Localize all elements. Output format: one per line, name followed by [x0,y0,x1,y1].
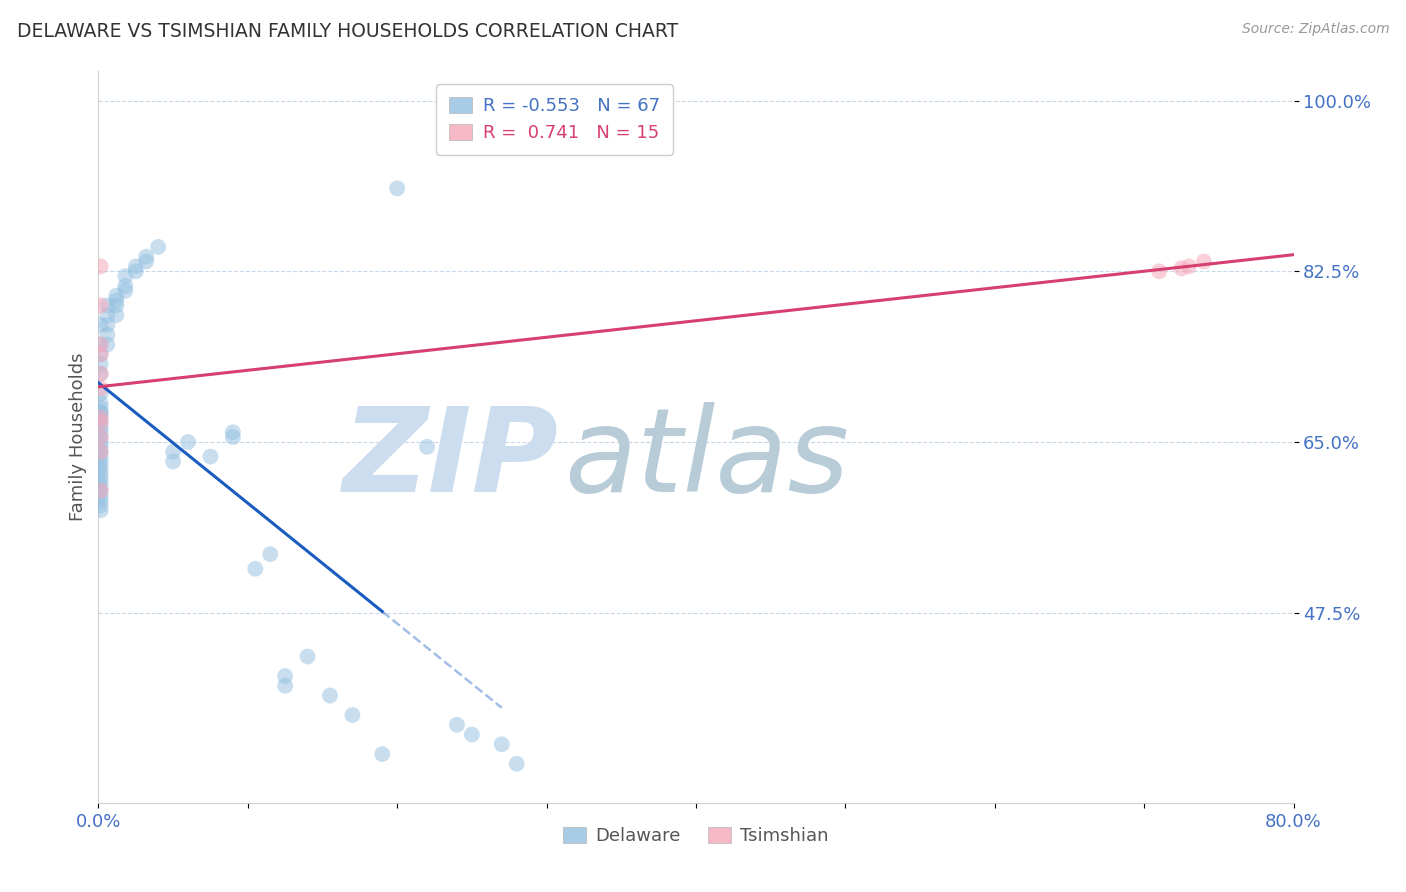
Text: DELAWARE VS TSIMSHIAN FAMILY HOUSEHOLDS CORRELATION CHART: DELAWARE VS TSIMSHIAN FAMILY HOUSEHOLDS … [17,22,678,41]
Point [90,420,112,434]
Point [90,347,112,361]
Legend: Delaware, Tsimshian: Delaware, Tsimshian [555,820,837,852]
Point [245,562,267,576]
Point [1192,254,1215,268]
Point [90,493,112,508]
Point [297,649,319,664]
Point [114,279,136,293]
Point [90,347,112,361]
Point [90,483,112,498]
Point [90,401,112,415]
Point [90,434,112,449]
Point [114,284,136,298]
Point [90,425,112,440]
Point [90,444,112,458]
Y-axis label: Family Households: Family Households [69,353,87,521]
Point [90,489,112,503]
Text: ZIP: ZIP [343,401,558,516]
Point [90,357,112,371]
Point [90,430,112,444]
Point [90,469,112,483]
Point [125,260,148,274]
Point [105,298,128,312]
Point [491,737,513,751]
Point [319,689,342,703]
Point [90,396,112,410]
Point [90,464,112,478]
Point [90,406,112,420]
Point [114,269,136,284]
Point [96,308,118,322]
Text: atlas: atlas [565,402,849,516]
Point [135,250,157,264]
Point [96,318,118,332]
Point [90,483,112,498]
Point [90,444,112,458]
Point [1178,260,1201,274]
Point [125,264,148,278]
Point [105,308,128,322]
Point [105,293,128,308]
Point [461,727,484,741]
Point [90,499,112,513]
Point [274,679,297,693]
Point [90,406,112,420]
Point [90,298,112,312]
Point [90,337,112,351]
Point [90,410,112,425]
Point [96,298,118,312]
Point [90,454,112,468]
Point [90,459,112,474]
Point [222,425,245,440]
Point [506,756,529,771]
Point [162,454,184,468]
Point [135,254,157,268]
Point [90,479,112,493]
Point [90,450,112,464]
Point [200,450,222,464]
Point [96,337,118,351]
Point [90,337,112,351]
Point [105,288,128,302]
Text: Source: ZipAtlas.com: Source: ZipAtlas.com [1241,22,1389,37]
Point [162,444,184,458]
Point [446,718,468,732]
Point [96,327,118,342]
Point [342,708,364,723]
Point [90,430,112,444]
Point [1170,261,1192,276]
Point [222,430,245,444]
Point [416,440,439,454]
Point [90,318,112,332]
Point [90,367,112,381]
Point [90,386,112,401]
Point [385,181,409,195]
Point [177,434,200,449]
Point [90,474,112,488]
Point [90,260,112,274]
Point [90,416,112,430]
Point [274,669,297,683]
Point [371,747,394,761]
Point [90,416,112,430]
Point [90,367,112,381]
Point [259,547,281,561]
Point [90,410,112,425]
Point [90,381,112,395]
Point [1147,264,1170,278]
Point [90,503,112,517]
Point [90,440,112,454]
Point [148,240,170,254]
